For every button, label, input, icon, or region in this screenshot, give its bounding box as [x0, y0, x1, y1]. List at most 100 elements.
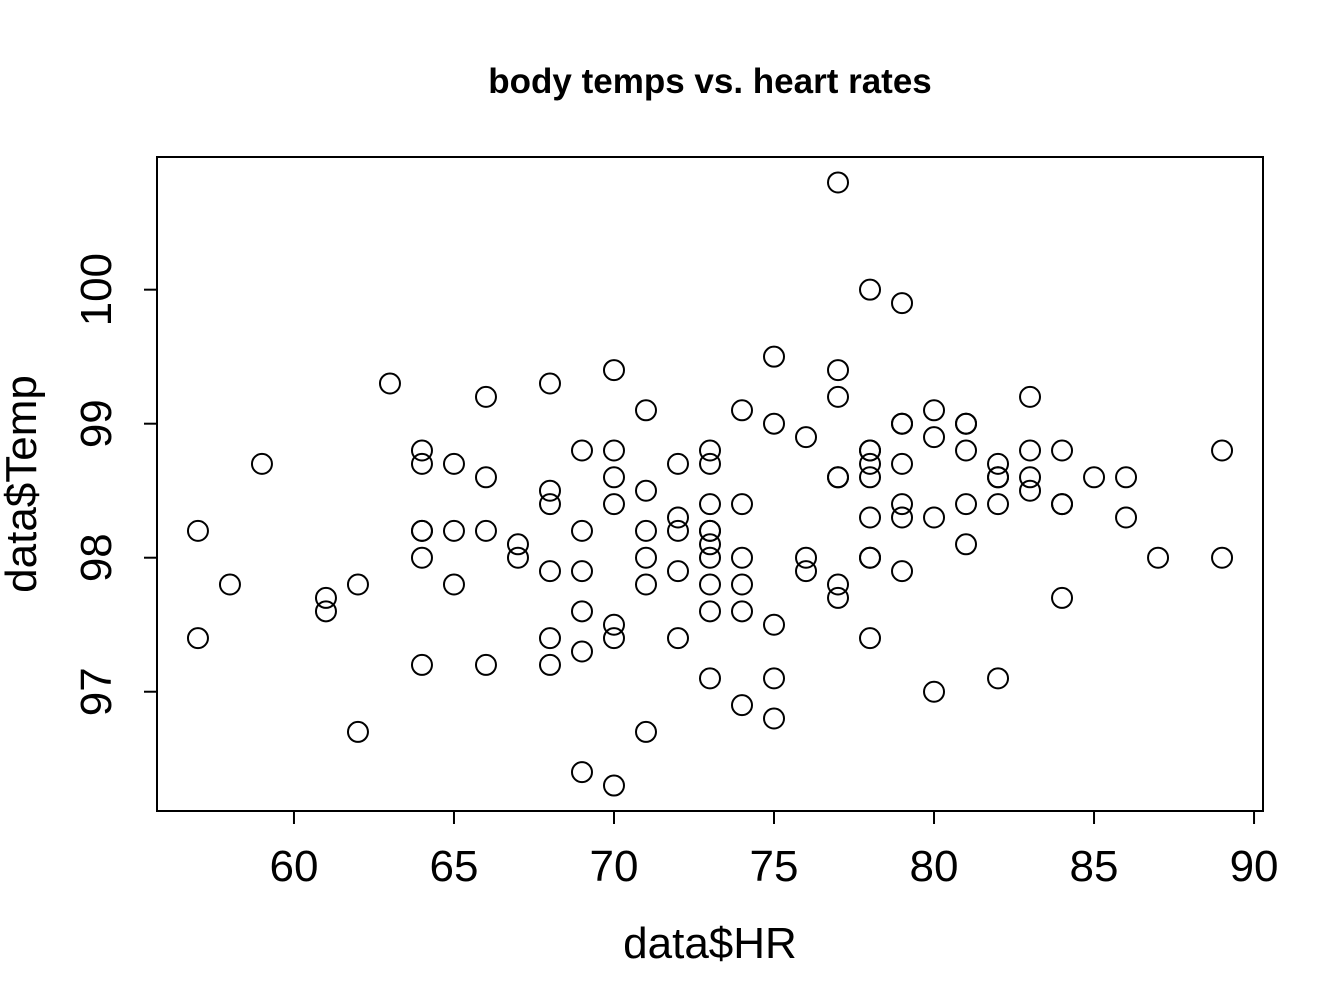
data-point: [731, 399, 754, 422]
data-point: [699, 533, 721, 556]
data-point: [570, 560, 593, 583]
data-point: [378, 372, 401, 395]
data-point: [795, 426, 818, 449]
data-point: [699, 600, 721, 623]
data-point: [634, 479, 657, 502]
data-point: [763, 345, 786, 368]
data-point: [859, 452, 882, 475]
data-point: [955, 412, 978, 435]
data-point: [731, 694, 754, 717]
data-point: [1019, 479, 1042, 502]
data-point: [570, 600, 593, 623]
data-point: [859, 546, 882, 569]
data-point: [634, 519, 657, 542]
x-tick-label: 85: [1070, 842, 1119, 891]
data-point: [1051, 439, 1074, 462]
data-point: [1051, 586, 1074, 609]
data-point: [923, 680, 946, 703]
data-point: [859, 278, 882, 301]
data-point: [1211, 546, 1234, 569]
data-point: [506, 533, 529, 556]
data-point: [763, 667, 786, 690]
data-point: [538, 560, 561, 583]
data-point: [699, 546, 721, 569]
y-tick-label: 100: [72, 253, 121, 326]
y-tick-label: 98: [72, 533, 121, 582]
data-point: [410, 519, 433, 542]
data-point: [795, 546, 818, 569]
data-point: [410, 439, 433, 462]
data-point: [570, 640, 593, 663]
data-point: [955, 493, 978, 516]
data-point: [346, 573, 369, 596]
data-point: [218, 573, 241, 596]
data-point: [602, 774, 625, 797]
data-point: [634, 399, 657, 422]
data-point: [666, 627, 689, 650]
data-point: [1083, 466, 1106, 489]
data-point: [666, 560, 689, 583]
data-point: [474, 653, 497, 676]
data-point: [602, 493, 625, 516]
data-point: [186, 519, 209, 542]
data-point: [602, 613, 625, 636]
data-point: [570, 761, 593, 784]
data-point: [859, 627, 882, 650]
data-point: [634, 546, 657, 569]
data-point: [474, 466, 497, 489]
data-point: [923, 426, 946, 449]
data-point: [763, 707, 786, 730]
data-point: [634, 720, 657, 743]
data-points: [186, 171, 1234, 797]
data-point: [1147, 546, 1170, 569]
data-point: [827, 359, 850, 382]
data-point: [1115, 466, 1138, 489]
data-point: [987, 667, 1010, 690]
data-point: [987, 466, 1010, 489]
data-point: [699, 452, 721, 475]
data-point: [891, 560, 914, 583]
data-point: [250, 452, 273, 475]
data-point: [314, 586, 337, 609]
x-axis: 60 65 70 75 80 85 90: [269, 810, 1279, 891]
data-point: [538, 493, 561, 516]
data-point: [1019, 466, 1042, 489]
data-point: [538, 479, 561, 502]
data-point: [442, 573, 465, 596]
data-point: [859, 466, 882, 489]
data-point: [987, 452, 1010, 475]
data-point: [827, 586, 850, 609]
data-point: [570, 519, 593, 542]
data-point: [827, 171, 850, 194]
y-axis: 97 98 99 100: [72, 253, 158, 716]
data-point: [955, 533, 978, 556]
data-point: [442, 452, 465, 475]
x-axis-label: data$HR: [623, 919, 797, 968]
data-point: [795, 560, 818, 583]
data-point: [570, 439, 593, 462]
data-point: [506, 546, 529, 569]
data-point: [442, 519, 465, 542]
data-point: [955, 439, 978, 462]
x-tick-label: 65: [430, 842, 479, 891]
y-axis-label: data$Temp: [0, 375, 46, 593]
x-tick-label: 75: [750, 842, 799, 891]
data-point: [891, 412, 914, 435]
data-point: [859, 439, 882, 462]
chart-title: body temps vs. heart rates: [488, 62, 932, 101]
data-point: [1019, 439, 1042, 462]
data-point: [731, 546, 754, 569]
x-tick-label: 90: [1230, 842, 1279, 891]
data-point: [346, 720, 369, 743]
data-point: [410, 546, 433, 569]
data-point: [891, 292, 914, 315]
x-tick-label: 60: [269, 842, 318, 891]
data-point: [827, 466, 850, 489]
data-point: [699, 519, 721, 542]
y-tick-label: 97: [72, 667, 121, 716]
data-point: [731, 573, 754, 596]
data-point: [410, 452, 433, 475]
data-point: [186, 627, 209, 650]
data-point: [538, 627, 561, 650]
x-tick-label: 80: [910, 842, 959, 891]
